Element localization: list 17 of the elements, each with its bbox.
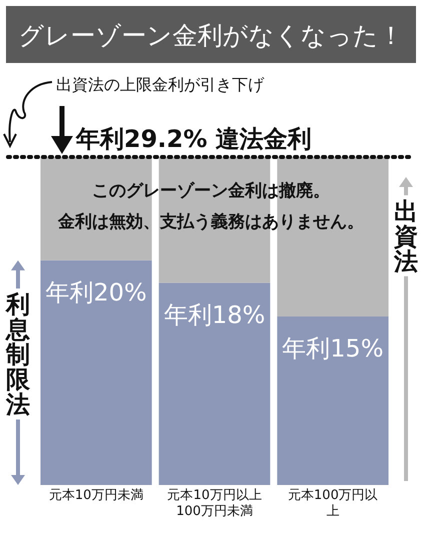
text: 出資法の上限金利が引き下げ [56, 75, 265, 94]
data-label: 年利20% [45, 278, 147, 306]
legend-label: 出資法 [393, 197, 418, 276]
data-label: 年利18% [164, 300, 266, 329]
title: グレーゾーン金利がなくなった！ [6, 6, 416, 63]
data-label: 年利15% [282, 334, 384, 363]
legend-label: 利息制限法 [5, 290, 31, 418]
bar [158, 282, 270, 485]
x-tick-label: 元本10万円未満 [48, 488, 144, 504]
bar [277, 316, 388, 485]
bar [40, 260, 152, 485]
x-tick-label: 元本10万円以上100万円未満 [166, 488, 263, 520]
annotation: 金利は無効、支払う義務はありません。 [57, 212, 364, 232]
ref-line-label: 年利29.2% 違法金利 [75, 125, 312, 153]
x-tick-label: 元本100万円以上 [286, 488, 379, 520]
chart-title: グレーゾーン金利がなくなった！ [18, 21, 404, 50]
annotation: このグレーゾーン金利は撤廃。 [92, 181, 330, 201]
